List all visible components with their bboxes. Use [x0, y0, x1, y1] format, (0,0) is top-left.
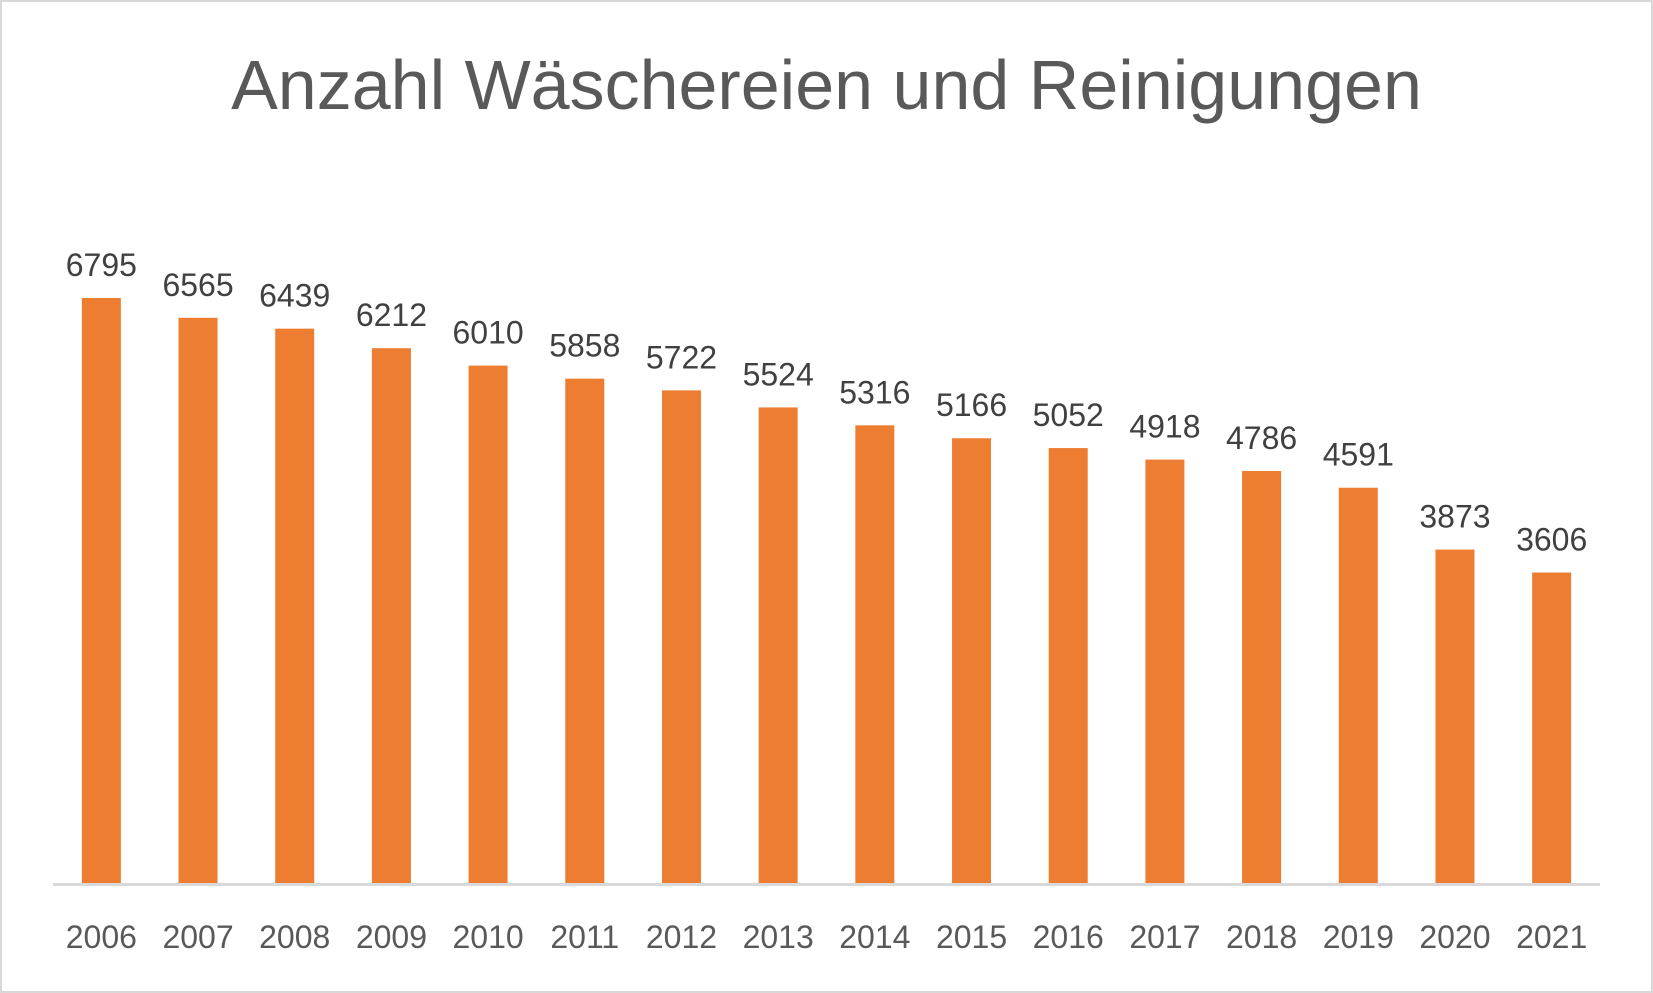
- x-tick-label: 2014: [839, 919, 910, 955]
- data-label: 6212: [356, 297, 427, 333]
- x-tick-label: 2008: [259, 919, 330, 955]
- x-tick-label: 2016: [1033, 919, 1104, 955]
- bar: [1145, 459, 1185, 883]
- data-label: 3873: [1419, 499, 1490, 535]
- bar: [1435, 549, 1475, 883]
- bar: [758, 407, 798, 883]
- data-label: 3606: [1516, 522, 1587, 558]
- data-label: 5722: [646, 339, 717, 375]
- chart-title: Anzahl Wäschereien und Reinigungen: [231, 46, 1422, 124]
- x-tick-label: 2017: [1129, 919, 1200, 955]
- data-label: 4786: [1226, 420, 1297, 456]
- bar: [1242, 470, 1282, 883]
- bar: [371, 348, 411, 884]
- data-label: 6795: [66, 247, 137, 283]
- bar: [952, 438, 992, 883]
- bar: [468, 365, 508, 884]
- x-tick-label: 2010: [453, 919, 524, 955]
- x-tick-label: 2009: [356, 919, 427, 955]
- x-tick-label: 2011: [550, 919, 619, 955]
- bar: [1532, 572, 1572, 883]
- bar: [661, 390, 701, 883]
- data-label: 5052: [1033, 397, 1104, 433]
- bar: [275, 328, 315, 883]
- bar: [855, 425, 895, 883]
- bar: [1338, 487, 1378, 883]
- x-tick-label: 2018: [1226, 919, 1297, 955]
- bar: [1048, 448, 1088, 883]
- bar: [81, 298, 121, 883]
- x-tick-label: 2019: [1323, 919, 1394, 955]
- data-label: 5166: [936, 387, 1007, 423]
- data-label: 5858: [549, 328, 620, 364]
- data-label: 6439: [259, 278, 330, 314]
- x-tick-label: 2012: [646, 919, 717, 955]
- bar: [178, 317, 218, 883]
- x-tick-label: 2013: [743, 919, 814, 955]
- data-label: 4591: [1323, 437, 1394, 473]
- x-tick-label: 2021: [1516, 919, 1587, 955]
- x-tick-label: 2007: [162, 919, 233, 955]
- data-label: 4918: [1129, 409, 1200, 445]
- x-tick-label: 2015: [936, 919, 1007, 955]
- x-tick-label: 2006: [66, 919, 137, 955]
- x-tick-label: 2020: [1419, 919, 1490, 955]
- data-label: 5524: [743, 356, 814, 392]
- bar: [565, 378, 605, 883]
- data-label: 5316: [839, 374, 910, 410]
- data-label: 6565: [162, 267, 233, 303]
- data-label: 6010: [453, 315, 524, 351]
